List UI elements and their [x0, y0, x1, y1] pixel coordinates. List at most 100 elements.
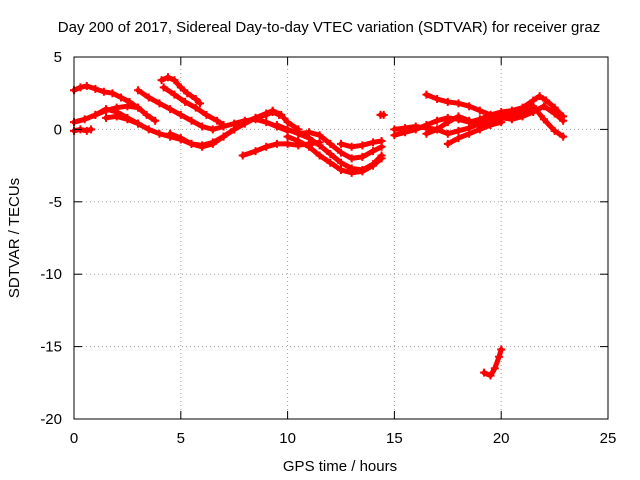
data-point	[315, 151, 324, 160]
data-point	[198, 142, 207, 151]
data-point	[82, 81, 91, 90]
data-point	[559, 132, 568, 141]
series-arc-8	[159, 83, 228, 130]
y-tick-label: 5	[54, 49, 62, 66]
y-tick-label: 0	[54, 121, 62, 138]
data-point	[283, 132, 292, 141]
data-point	[268, 106, 277, 115]
data-point	[369, 138, 378, 147]
data-point	[123, 102, 132, 111]
data-point	[187, 139, 196, 148]
data-point	[347, 168, 356, 177]
data-point	[208, 125, 217, 134]
data-point	[401, 123, 410, 132]
data-point	[198, 122, 207, 131]
data-point	[529, 102, 538, 111]
data-point	[454, 112, 463, 121]
data-point	[347, 142, 356, 151]
x-tick-label: 0	[70, 430, 78, 447]
x-tick-label: 10	[279, 430, 296, 447]
data-point	[272, 121, 281, 130]
data-point	[443, 139, 452, 148]
data-point	[157, 76, 166, 85]
data-point	[142, 110, 151, 119]
data-point	[91, 84, 100, 93]
data-point	[170, 76, 179, 85]
data-point	[176, 110, 185, 119]
y-tick-label: -20	[40, 411, 62, 428]
data-point	[191, 103, 200, 112]
data-point	[358, 152, 367, 161]
data-point	[304, 128, 313, 137]
data-point	[304, 142, 313, 151]
data-point	[358, 141, 367, 150]
data-point	[213, 116, 222, 125]
series-arc-21	[480, 345, 506, 380]
data-point	[240, 118, 249, 127]
data-point	[518, 105, 527, 114]
data-point	[181, 97, 190, 106]
data-point	[315, 141, 324, 150]
data-point	[262, 118, 271, 127]
data-point	[326, 139, 335, 148]
data-point	[358, 167, 367, 176]
data-point	[283, 125, 292, 134]
data-point	[559, 116, 568, 125]
data-point	[454, 99, 463, 108]
series-arc-12	[283, 132, 386, 177]
data-series	[70, 73, 568, 380]
data-point	[272, 139, 281, 148]
data-point	[337, 139, 345, 148]
data-point	[465, 116, 474, 125]
data-point	[91, 110, 100, 119]
data-point	[486, 121, 495, 130]
data-point	[486, 110, 495, 119]
data-point	[443, 118, 452, 127]
data-point	[82, 126, 91, 135]
series-arc-5	[102, 112, 143, 128]
data-point	[497, 345, 506, 354]
data-point	[542, 96, 551, 105]
series-arc-14	[337, 136, 386, 151]
data-point	[87, 125, 96, 134]
data-point	[144, 93, 153, 102]
data-point	[347, 154, 356, 163]
data-point	[294, 129, 303, 138]
series-arc-20	[443, 118, 506, 148]
data-point	[422, 129, 431, 138]
data-point	[369, 147, 378, 156]
data-point	[134, 86, 143, 95]
data-point	[219, 132, 228, 141]
data-point	[251, 113, 260, 122]
series-trace	[135, 87, 291, 134]
data-point	[337, 158, 345, 167]
y-tick-label: -10	[40, 266, 62, 283]
data-point	[369, 161, 378, 170]
data-point	[283, 118, 292, 127]
data-point	[102, 113, 111, 122]
data-point	[277, 110, 286, 119]
data-point	[465, 102, 474, 111]
data-point	[238, 151, 247, 160]
data-point	[196, 99, 205, 108]
data-point	[102, 105, 111, 114]
data-point	[176, 134, 185, 143]
data-point	[230, 125, 239, 134]
data-point	[80, 115, 89, 124]
data-point	[116, 93, 125, 102]
data-point	[535, 92, 544, 101]
data-point	[337, 148, 345, 157]
data-point	[251, 147, 260, 156]
data-point	[422, 90, 431, 99]
data-point	[518, 112, 527, 121]
x-axis-ticks: 0 5 10 15 20 25	[70, 57, 616, 447]
data-point	[379, 110, 388, 119]
data-point	[454, 134, 463, 143]
data-point	[187, 116, 196, 125]
data-point	[134, 119, 143, 128]
y-tick-label: -15	[40, 339, 62, 356]
data-point	[294, 136, 303, 145]
data-point	[155, 129, 164, 138]
data-point	[315, 131, 324, 140]
